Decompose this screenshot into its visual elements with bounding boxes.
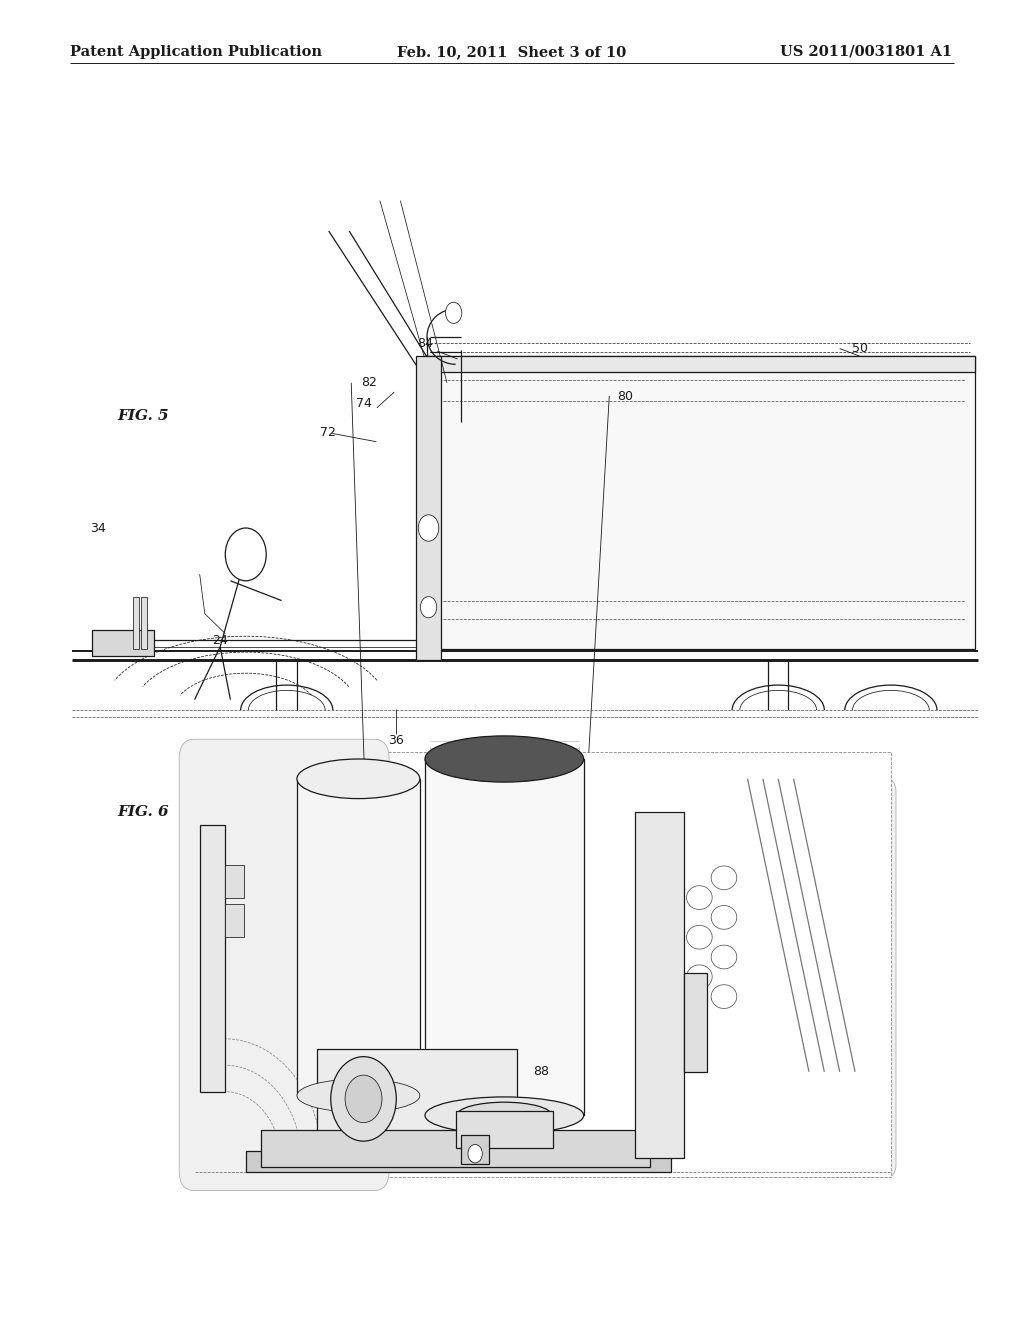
Text: 88: 88 bbox=[532, 1065, 549, 1078]
Bar bbox=[92, 630, 154, 656]
Bar bbox=[425, 356, 975, 372]
Text: 72: 72 bbox=[319, 426, 336, 440]
Text: 84: 84 bbox=[417, 337, 433, 350]
Circle shape bbox=[345, 1074, 382, 1122]
Circle shape bbox=[468, 1144, 482, 1163]
Ellipse shape bbox=[297, 759, 420, 799]
Ellipse shape bbox=[425, 1097, 584, 1134]
Text: FIG. 6: FIG. 6 bbox=[118, 805, 169, 818]
Circle shape bbox=[445, 302, 462, 323]
Ellipse shape bbox=[425, 735, 584, 781]
Text: FIG. 5: FIG. 5 bbox=[118, 409, 169, 422]
Bar bbox=[416, 356, 441, 660]
Ellipse shape bbox=[457, 1102, 552, 1129]
Bar bbox=[456, 1111, 553, 1148]
Text: US 2011/0031801 A1: US 2011/0031801 A1 bbox=[780, 45, 952, 58]
Text: 74: 74 bbox=[355, 397, 372, 411]
Circle shape bbox=[331, 1056, 396, 1140]
Text: 80: 80 bbox=[616, 389, 633, 403]
Circle shape bbox=[421, 597, 437, 618]
Text: 24: 24 bbox=[212, 634, 228, 647]
Text: 50: 50 bbox=[852, 342, 868, 355]
FancyBboxPatch shape bbox=[179, 739, 389, 1191]
Circle shape bbox=[225, 528, 266, 581]
Text: 34: 34 bbox=[90, 521, 106, 535]
Bar bbox=[225, 904, 244, 937]
Bar bbox=[425, 356, 975, 649]
Text: Feb. 10, 2011  Sheet 3 of 10: Feb. 10, 2011 Sheet 3 of 10 bbox=[397, 45, 627, 58]
Bar bbox=[297, 779, 420, 1096]
Bar bbox=[200, 825, 225, 1092]
Text: 36: 36 bbox=[388, 734, 404, 747]
Bar bbox=[141, 597, 147, 649]
Circle shape bbox=[419, 515, 439, 541]
Bar bbox=[225, 865, 244, 898]
Bar bbox=[635, 812, 684, 1158]
Bar bbox=[133, 597, 139, 649]
Bar bbox=[261, 1130, 650, 1167]
Bar bbox=[425, 759, 584, 1115]
Bar bbox=[246, 1151, 671, 1172]
Bar bbox=[684, 973, 707, 1072]
Bar bbox=[317, 1049, 517, 1148]
Text: 82: 82 bbox=[360, 376, 377, 389]
Ellipse shape bbox=[297, 1080, 420, 1111]
Bar bbox=[461, 1135, 489, 1164]
Text: Patent Application Publication: Patent Application Publication bbox=[70, 45, 322, 58]
FancyBboxPatch shape bbox=[604, 779, 896, 1177]
Bar bbox=[195, 752, 891, 1177]
